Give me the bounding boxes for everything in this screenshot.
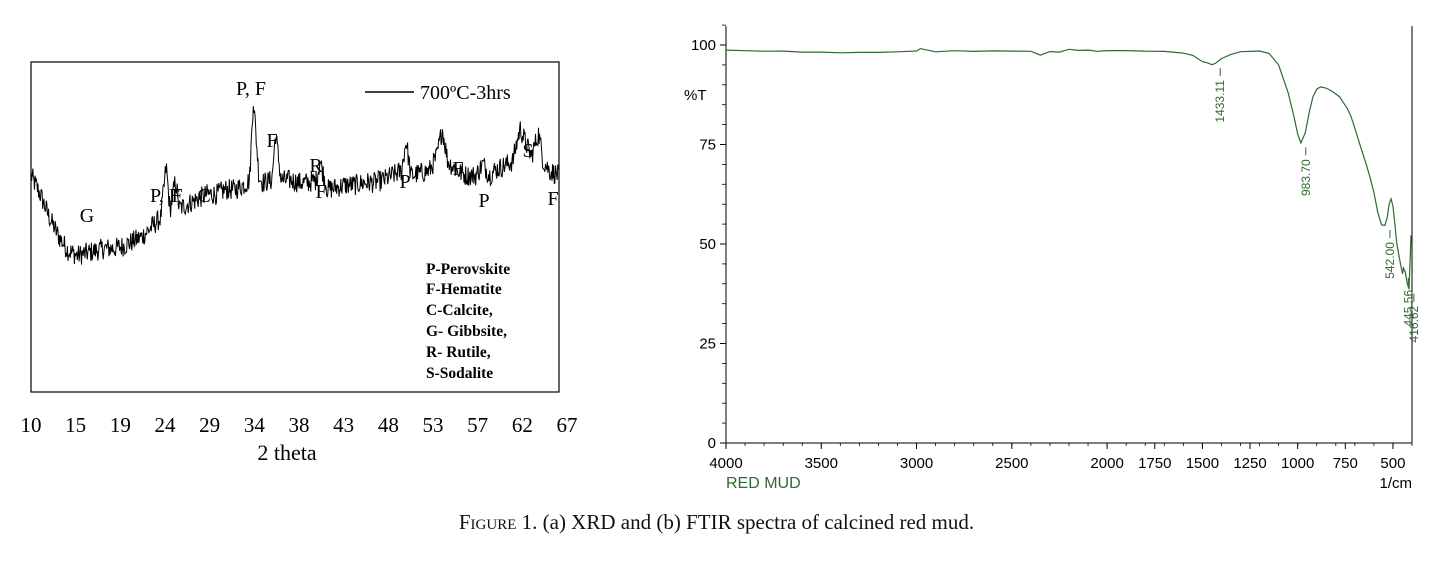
xrd-legend-label: 700ºC-3hrs	[420, 82, 511, 104]
ftir-y-tick-label: 75	[699, 137, 716, 154]
ftir-peak-label: 1433.11	[1213, 68, 1227, 123]
ftir-x-tick-label: 1250	[1233, 455, 1266, 472]
ftir-x-tick-label: 1750	[1138, 455, 1171, 472]
phase-legend-item: G- Gibbsite,	[426, 323, 507, 340]
ftir-x-tick-label: 1000	[1281, 455, 1314, 472]
xrd-series-layer	[30, 106, 560, 265]
phase-legend-item: R- Rutile,	[426, 344, 491, 361]
xrd-peak-annotation: F	[452, 158, 463, 180]
phase-legend-item: S-Sodalite	[426, 365, 493, 382]
ftir-peak-label: 983.70	[1299, 147, 1313, 196]
ftir-peak-value: 416.62	[1407, 305, 1421, 342]
xrd-peak-annotation: P, F	[236, 78, 266, 100]
xrd-peak-annotation: C	[197, 185, 210, 207]
ftir-x-tick-label: 1500	[1186, 455, 1219, 472]
ftir-series-label: RED MUD	[726, 475, 801, 492]
ftir-y-tick-label: 0	[708, 435, 716, 452]
xrd-x-tick-label: 19	[110, 413, 131, 437]
ftir-peak-value: 445.56	[1401, 290, 1415, 327]
xrd-x-tick-label: 53	[423, 413, 444, 437]
xrd-x-tick-label: 29	[199, 413, 220, 437]
ftir-chart: 100 75 50 25 0 4000 3500 3000 2500 2000 1750 1500 1…	[684, 24, 1421, 492]
ftir-peak-label: 542.00	[1383, 230, 1397, 279]
ftir-x-tick-label: 4000	[709, 455, 742, 472]
ftir-peak-label: 416.62	[1407, 293, 1421, 342]
xrd-peak-annotation: F	[547, 188, 558, 210]
ftir-peak-value: 542.00	[1383, 242, 1397, 279]
xrd-peak-annotation: G	[80, 205, 94, 227]
xrd-x-tick-label: 38	[289, 413, 310, 437]
phase-legend-item: P-Perovskite	[426, 261, 510, 278]
xrd-x-axis-label: 2 theta	[257, 440, 316, 465]
ftir-series-layer	[725, 47, 1412, 290]
xrd-phase-legend: P-Perovskite F-Hematite C-Calcite, G- Gi…	[426, 261, 510, 382]
xrd-peak-annotation: R	[309, 155, 323, 177]
xrd-x-tick-label: 48	[378, 413, 399, 437]
xrd-x-tick-label: 10	[21, 413, 42, 437]
xrd-peak-annotation: F	[266, 130, 277, 152]
ftir-x-tick-label: 750	[1333, 455, 1358, 472]
xrd-peak-annotation: F	[315, 181, 326, 203]
xrd-x-tick-labels: 10 15 19 24 29 34 38 43 48 53 57 62 67	[21, 413, 578, 437]
ftir-x-tick-labels: 4000 3500 3000 2500 2000 1750 1500 1250 1000 750 5…	[709, 443, 1405, 472]
xrd-peak-annotation: P	[399, 171, 410, 193]
ftir-y-tick-label: 100	[691, 37, 716, 54]
ftir-peak-value: 1433.11	[1213, 80, 1227, 123]
xrd-plot-frame	[30, 61, 560, 393]
figure-caption-prefix: Figure 1.	[458, 510, 538, 534]
xrd-x-tick-label: 34	[244, 413, 266, 437]
ftir-x-tick-label: 2000	[1090, 455, 1123, 472]
xrd-x-tick-label: 62	[512, 413, 533, 437]
xrd-x-tick-label: 43	[333, 413, 354, 437]
phase-legend-item: C-Calcite,	[426, 302, 493, 319]
ftir-y-tick-label: 25	[699, 336, 716, 353]
ftir-y-tick-labels: 100 75 50 25 0	[691, 37, 726, 452]
ftir-x-tick-label: 500	[1380, 455, 1405, 472]
ftir-peak-label: 445.56	[1401, 277, 1415, 327]
xrd-peak-annotation: P, F	[150, 185, 180, 207]
figure-caption: Figure 1. (a) XRD and (b) FTIR spectra o…	[0, 510, 1433, 535]
xrd-x-tick-label: 24	[155, 413, 177, 437]
xrd-peak-annotation: S	[522, 140, 533, 162]
xrd-peak-annotation: P	[478, 190, 489, 212]
ftir-x-tick-label: 2500	[995, 455, 1028, 472]
xrd-x-tick-label: 57	[467, 413, 488, 437]
ftir-series-line	[725, 47, 1412, 290]
ftir-x-tick-label: 3500	[805, 455, 838, 472]
figure-caption-text: (a) XRD and (b) FTIR spectra of calcined…	[537, 510, 975, 534]
ftir-minor-ticks	[722, 24, 1413, 446]
xrd-x-tick-label: 15	[65, 413, 86, 437]
phase-legend-item: F-Hematite	[426, 281, 502, 298]
ftir-peak-value: 983.70	[1299, 159, 1313, 196]
xrd-series-line	[30, 106, 560, 265]
xrd-peak-annotation: F	[171, 185, 182, 207]
ftir-x-axis-label: 1/cm	[1379, 475, 1412, 492]
ftir-x-tick-label: 3000	[900, 455, 933, 472]
ftir-y-axis-label: %T	[684, 87, 707, 104]
xrd-x-tick-label: 67	[557, 413, 578, 437]
ftir-y-tick-label: 50	[699, 236, 716, 253]
